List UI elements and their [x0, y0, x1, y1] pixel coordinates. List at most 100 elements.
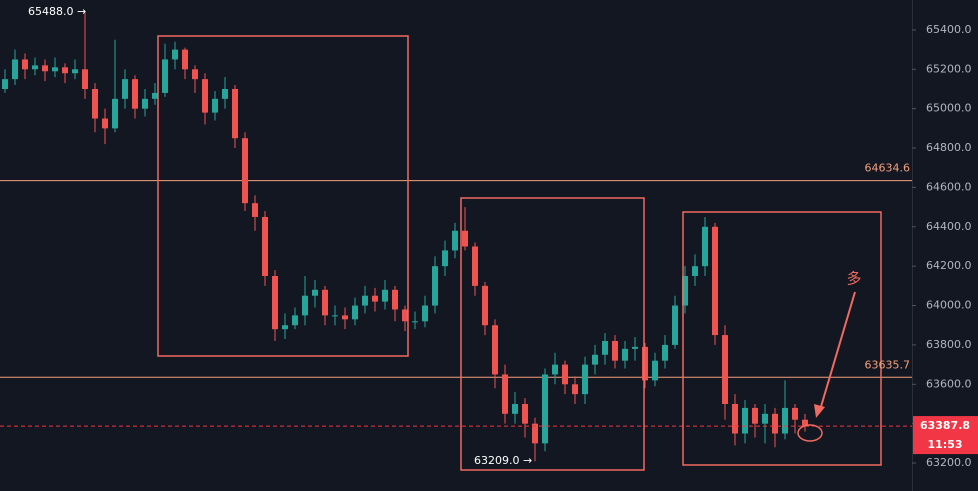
candle-body [2, 79, 8, 89]
candle-body [502, 374, 508, 414]
candle-body [512, 403, 518, 414]
candle-body [152, 92, 158, 99]
candle-body [212, 98, 218, 113]
y-tick-label: 63200.0 [926, 456, 972, 469]
candle-body [112, 98, 118, 129]
candle-body [422, 305, 428, 322]
circle [797, 424, 823, 442]
candle-body [392, 289, 398, 310]
candle-body [702, 226, 708, 267]
candle-body [712, 226, 718, 336]
y-tick-label: 65000.0 [926, 102, 972, 115]
arrow [819, 291, 856, 411]
candle-body [342, 315, 348, 320]
candle-body [572, 384, 578, 395]
candle-body [262, 216, 268, 277]
candle-body [452, 230, 458, 251]
candle-body [32, 65, 38, 70]
candle-body [652, 360, 658, 381]
y-tick-label: 63600.0 [926, 377, 972, 390]
candle-body [312, 289, 318, 296]
candle-body [172, 49, 178, 60]
candle-body [202, 79, 208, 113]
box [157, 35, 409, 357]
candle-body [92, 88, 98, 119]
level-label: 63635.7 [865, 358, 911, 371]
y-tick-label: 63800.0 [926, 338, 972, 351]
candle-body [582, 364, 588, 395]
candle-body [402, 309, 408, 322]
candle-body [792, 407, 798, 420]
box [682, 211, 882, 466]
candle-body [772, 413, 778, 434]
box [460, 197, 645, 471]
candle-body [122, 79, 128, 99]
y-tick-label: 64000.0 [926, 299, 972, 312]
candle-body [542, 374, 548, 444]
candle-body [722, 335, 728, 404]
candle-body [22, 59, 28, 70]
current-price-label: 63387.8 [920, 419, 970, 432]
y-tick-label: 64800.0 [926, 141, 972, 154]
candle-body [432, 266, 438, 306]
countdown: 11:53 [927, 438, 962, 451]
candle-body [62, 67, 68, 74]
y-tick-label: 64200.0 [926, 259, 972, 272]
candle-body [662, 344, 668, 361]
candle-body [592, 354, 598, 365]
candle-body [752, 407, 758, 424]
candle-body [382, 289, 388, 302]
candle-body [332, 315, 338, 317]
candle-body [762, 413, 768, 424]
candle-body [442, 250, 448, 267]
candle-body [252, 203, 258, 217]
candle-body [532, 423, 538, 444]
candle-body [12, 59, 18, 80]
candle-body [412, 321, 418, 323]
candle-body [612, 340, 618, 361]
candle-body [802, 419, 808, 427]
candle-body [42, 65, 48, 72]
candle-body [222, 88, 228, 99]
candle-body [52, 67, 58, 72]
y-tick-label: 65400.0 [926, 23, 972, 36]
candle-body [72, 69, 78, 74]
candle-body [132, 79, 138, 109]
y-tick-label: 64400.0 [926, 220, 972, 233]
candle-body [292, 315, 298, 326]
max-label: 65488.0 → [28, 5, 86, 18]
candle-body [552, 364, 558, 375]
candle-body [142, 98, 148, 109]
candle-body [272, 276, 278, 330]
candle-body [672, 305, 678, 345]
min-label: 63209.0 → [474, 454, 532, 467]
candle-body [322, 289, 328, 316]
candle-body [182, 49, 188, 70]
y-tick-label: 64600.0 [926, 180, 972, 193]
y-tick-label: 65200.0 [926, 62, 972, 75]
candle-body [192, 69, 198, 80]
candle-body [602, 340, 608, 355]
note: 多 [846, 270, 861, 288]
arrow-head [814, 404, 825, 418]
candle-body [302, 295, 308, 316]
candle-body [82, 69, 88, 89]
candle-body [622, 348, 628, 361]
candle-body [472, 246, 478, 286]
candle-body [482, 285, 488, 326]
candle-body [352, 305, 358, 320]
candle-body [782, 407, 788, 434]
candle-body [562, 364, 568, 385]
candle-body [632, 346, 638, 349]
candle-body [682, 276, 688, 306]
candle-body [242, 138, 248, 204]
candle-body [282, 325, 288, 330]
candle-body [462, 230, 468, 247]
candle-body [162, 59, 168, 93]
candle-body [362, 295, 368, 306]
candle-body [102, 118, 108, 129]
candle-body [522, 403, 528, 424]
